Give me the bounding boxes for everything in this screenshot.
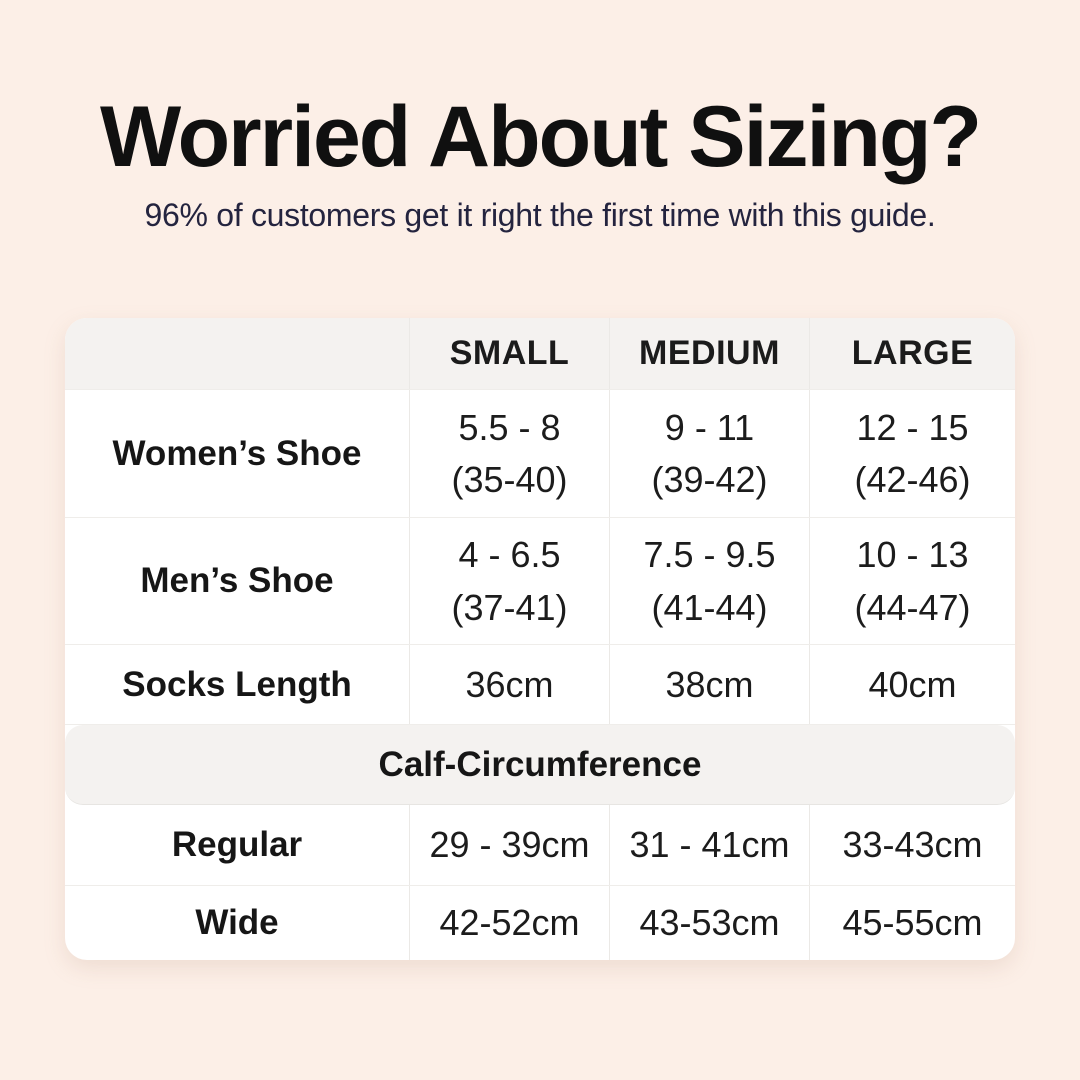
cell-subvalue: (42-46)	[854, 459, 971, 500]
table-row-mens-shoe: Men’s Shoe 4 - 6.5 (37-41) 7.5 - 9.5 (41…	[65, 518, 1015, 645]
cell-mens-medium: 7.5 - 9.5 (41-44)	[610, 518, 810, 644]
col-header-medium: MEDIUM	[610, 318, 810, 389]
cell-value: 29 - 39cm	[429, 824, 590, 866]
table-row-regular: Regular 29 - 39cm 31 - 41cm 33-43cm	[65, 805, 1015, 886]
row-label-womens-shoe: Women’s Shoe	[65, 390, 410, 517]
table-row-wide: Wide 42-52cm 43-53cm 45-55cm	[65, 886, 1015, 960]
table-row-socks-length: Socks Length 36cm 38cm 40cm	[65, 645, 1015, 725]
cell-subvalue: (41-44)	[651, 586, 768, 628]
col-header-large: LARGE	[851, 334, 974, 372]
row-label-mens-shoe: Men’s Shoe	[65, 518, 410, 644]
cell-subvalue: (44-47)	[854, 586, 971, 628]
cell-subvalue: (35-40)	[451, 459, 568, 500]
cell-value: 10 - 13	[856, 534, 969, 576]
cell-regular-small: 29 - 39cm	[410, 805, 610, 885]
row-label-socks-length: Socks Length	[65, 645, 410, 724]
cell-womens-medium: 9 - 11 (39-42)	[610, 390, 810, 517]
cell-value: 45-55cm	[842, 902, 983, 944]
cell-regular-large: 33-43cm	[810, 805, 1015, 885]
cell-value: 40cm	[868, 663, 957, 705]
cell-regular-medium: 31 - 41cm	[610, 805, 810, 885]
cell-value: 7.5 - 9.5	[643, 534, 776, 576]
cell-value: 38cm	[665, 663, 754, 705]
page-title: Worried About Sizing?	[99, 89, 982, 185]
cell-value: 42-52cm	[439, 902, 580, 944]
page-subtitle: 96% of customers get it right the first …	[144, 196, 936, 233]
cell-wide-large: 45-55cm	[810, 886, 1015, 960]
cell-value: 43-53cm	[639, 902, 780, 944]
cell-value: 33-43cm	[842, 824, 983, 866]
cell-value: 36cm	[465, 663, 554, 705]
corner-cell	[65, 318, 410, 389]
cell-value: 12 - 15	[856, 406, 969, 448]
calf-circumference-section-band: Calf-Circumference	[65, 725, 1015, 805]
col-header-small: SMALL	[410, 318, 610, 389]
table-header-row: SMALL MEDIUM LARGE	[65, 318, 1015, 390]
cell-value: 9 - 11	[664, 406, 755, 448]
row-label-regular: Regular	[65, 805, 410, 885]
cell-wide-medium: 43-53cm	[610, 886, 810, 960]
size-table-card: SMALL MEDIUM LARGE Women’s Shoe 5.5 - 8 …	[65, 318, 1015, 960]
cell-womens-small: 5.5 - 8 (35-40)	[410, 390, 610, 517]
cell-socks-large: 40cm	[810, 645, 1015, 724]
cell-wide-small: 42-52cm	[410, 886, 610, 960]
cell-value: 31 - 41cm	[629, 824, 790, 866]
cell-socks-medium: 38cm	[610, 645, 810, 724]
cell-mens-small: 4 - 6.5 (37-41)	[410, 518, 610, 644]
page-header: Worried About Sizing? 96% of customers g…	[0, 0, 1080, 234]
cell-womens-large: 12 - 15 (42-46)	[810, 390, 1015, 517]
cell-value: 5.5 - 8	[458, 406, 561, 448]
table-row-womens-shoe: Women’s Shoe 5.5 - 8 (35-40) 9 - 11 (39-…	[65, 390, 1015, 518]
cell-mens-large: 10 - 13 (44-47)	[810, 518, 1015, 644]
cell-subvalue: (37-41)	[451, 586, 568, 628]
calf-circumference-section-title: Calf-Circumference	[378, 744, 702, 784]
cell-subvalue: (39-42)	[651, 459, 768, 500]
cell-socks-small: 36cm	[410, 645, 610, 724]
row-label-wide: Wide	[65, 886, 410, 960]
cell-value: 4 - 6.5	[458, 534, 561, 576]
